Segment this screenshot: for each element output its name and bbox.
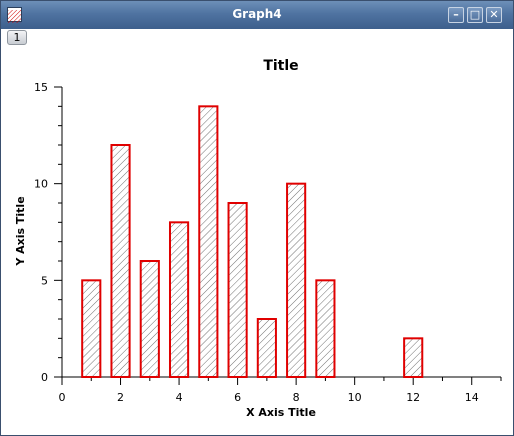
maximize-button[interactable]: □ [467, 7, 483, 23]
x-tick-label: 6 [234, 391, 241, 404]
plot-area: 0 5 10 15 0 2 4 6 8 10 12 14 [34, 81, 502, 404]
bar [198, 105, 219, 378]
window-title: Graph4 [232, 7, 282, 21]
x-tick-label: 2 [117, 391, 124, 404]
x-tick-label: 14 [465, 391, 479, 404]
graph-tab-button[interactable]: 1 [7, 30, 27, 45]
bar [139, 260, 160, 378]
x-tick-label: 8 [293, 391, 300, 404]
title-bar[interactable]: Graph4 – □ ✕ [1, 1, 513, 29]
y-tick-label: 10 [34, 178, 48, 191]
y-tick-label: 5 [41, 274, 48, 287]
chart-title: Title [263, 58, 298, 74]
y-tick-label: 0 [41, 371, 48, 384]
bar-chart: Title 0 5 10 15 0 2 4 6 8 10 12 14 X Axis Title Y A… [14, 58, 502, 419]
bar [403, 337, 424, 379]
x-tick-label: 10 [348, 391, 362, 404]
y-axis-title: Y Axis Title [14, 196, 27, 266]
bar [227, 202, 248, 378]
app-graph-icon[interactable] [7, 7, 22, 23]
bar [286, 182, 307, 378]
x-tick-label: 4 [176, 391, 183, 404]
minimize-button[interactable]: – [448, 7, 464, 23]
maximize-icon: □ [469, 8, 481, 21]
close-button[interactable]: ✕ [486, 7, 502, 23]
bar [315, 279, 336, 378]
x-tick-label: 12 [406, 391, 420, 404]
bar [168, 221, 190, 378]
bar [110, 144, 131, 378]
close-icon: ✕ [489, 8, 499, 21]
x-axis-title: X Axis Title [246, 406, 316, 419]
bar [256, 318, 277, 378]
app-graph-icon-glyph [8, 10, 21, 23]
x-tick-label: 0 [59, 391, 66, 404]
minimize-icon: – [453, 8, 459, 21]
bar [81, 279, 102, 378]
y-tick-label: 15 [34, 81, 48, 94]
